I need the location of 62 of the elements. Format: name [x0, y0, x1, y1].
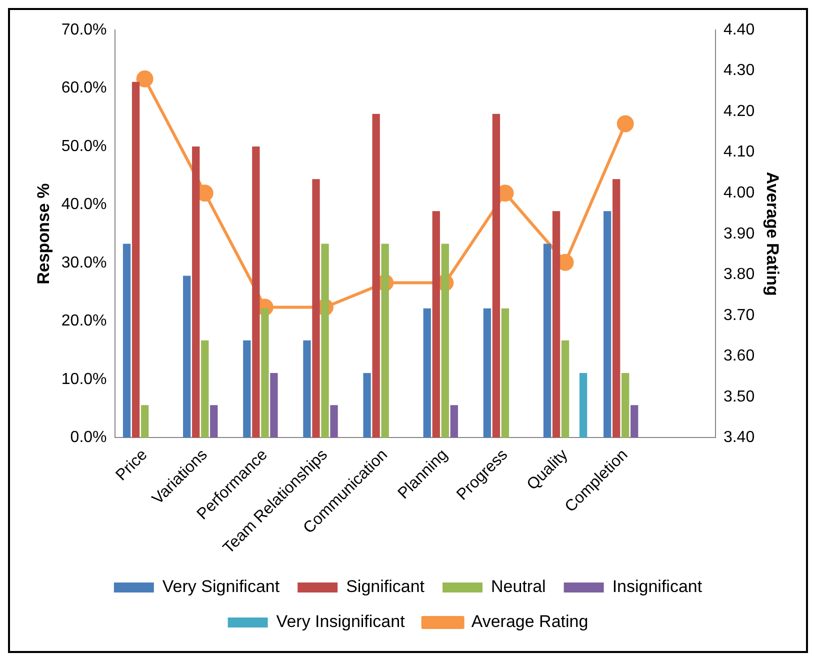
y2-tick-label: 4.30 [723, 62, 755, 80]
bar [303, 340, 311, 438]
bar [192, 146, 200, 438]
y-tick-label: 30.0% [61, 254, 107, 272]
point [136, 70, 154, 88]
bar [441, 244, 449, 438]
y2-tick-label: 3.50 [723, 388, 755, 406]
bar [270, 373, 278, 438]
bar [622, 373, 630, 438]
y2-tick-label: 3.90 [723, 225, 755, 242]
y2-tick-label: 4.20 [723, 102, 755, 120]
legend-label: Average Rating [471, 612, 588, 632]
y-tick-label: 40.0% [61, 196, 107, 214]
bar [432, 211, 440, 438]
bar [201, 340, 209, 438]
bar [483, 308, 492, 438]
bar [543, 244, 552, 438]
legend-label: Insignificant [612, 577, 702, 596]
bar [423, 308, 431, 438]
y2-tick-label: 4.00 [723, 184, 755, 202]
bar [381, 244, 389, 438]
bar [604, 211, 612, 438]
bar [579, 373, 588, 438]
y2-tick-label: 3.80 [723, 266, 755, 284]
y2-tick-label: 3.40 [723, 429, 755, 446]
y-tick-label: 0.0% [70, 429, 107, 446]
bar [561, 340, 570, 438]
y2-tick-label: 4.40 [723, 21, 755, 38]
bar [501, 308, 510, 438]
bar [612, 179, 620, 438]
bar [140, 405, 149, 438]
y2-tick-label: 3.60 [723, 348, 755, 365]
legend-label: Significant [346, 577, 425, 596]
y-tick-label: 70.0% [61, 21, 107, 38]
bar [450, 405, 458, 438]
bar [183, 276, 191, 438]
y2-axis-title: Average Rating [763, 172, 782, 296]
bar [210, 405, 218, 438]
legend-label: Very Insignificant [276, 612, 406, 632]
bar [132, 82, 140, 438]
bar [363, 373, 371, 438]
legend-label: Neutral [491, 577, 546, 596]
bar [261, 308, 269, 438]
bar [630, 405, 638, 438]
y-tick-label: 50.0% [61, 138, 107, 155]
bar [330, 405, 338, 438]
bar [312, 179, 320, 438]
bar [321, 244, 329, 438]
bar [552, 211, 560, 438]
y-tick-label: 10.0% [61, 370, 107, 388]
y2-tick-label: 4.10 [723, 144, 755, 161]
bar [243, 340, 251, 438]
legend-label: Very Significant [162, 577, 280, 596]
y2-tick-label: 3.70 [723, 306, 755, 324]
bar [252, 146, 260, 438]
bar [492, 114, 500, 438]
point [616, 115, 634, 132]
bar [122, 244, 131, 438]
y-tick-label: 20.0% [61, 312, 107, 330]
y-axis-title: Response % [34, 183, 53, 284]
y-tick-label: 60.0% [61, 80, 107, 97]
bar [372, 114, 380, 438]
